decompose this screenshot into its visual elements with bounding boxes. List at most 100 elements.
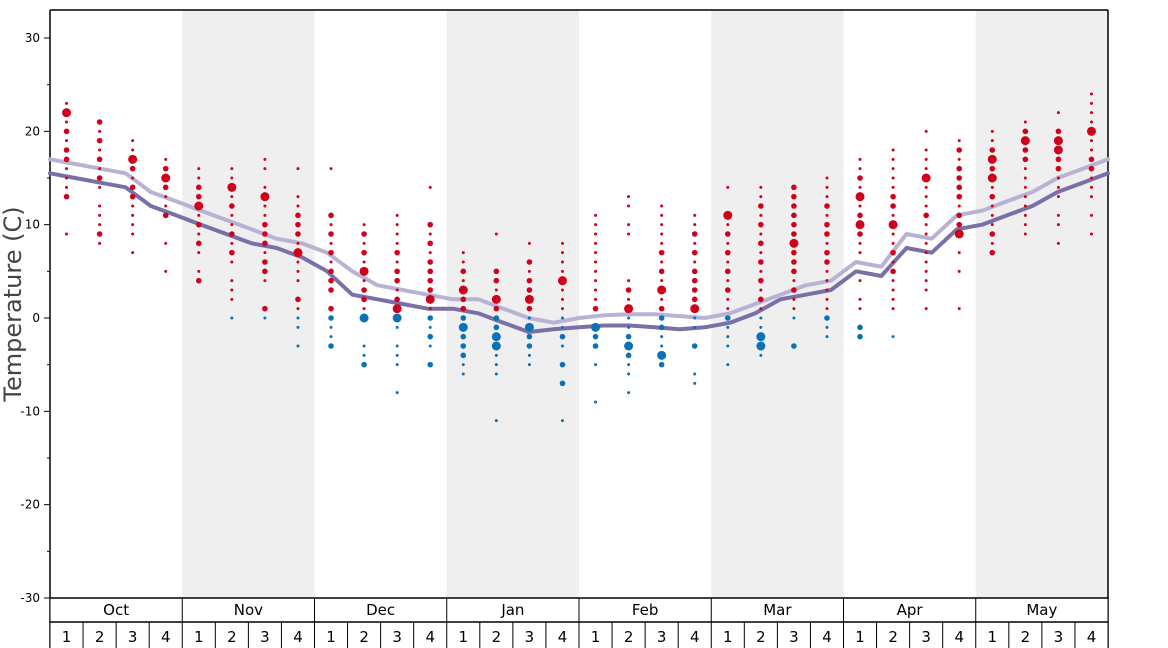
cold-temperature-dot (328, 343, 334, 349)
week-label: 2 (227, 628, 237, 646)
cold-temperature-dot (230, 316, 234, 320)
warm-temperature-dot (791, 231, 797, 237)
warm-temperature-dot (791, 287, 797, 293)
warm-temperature-dot (891, 232, 895, 236)
cold-temperature-dot (494, 372, 498, 376)
warm-temperature-dot (594, 279, 598, 283)
month-band-shaded (446, 10, 579, 598)
y-tick-label: 30 (25, 31, 40, 45)
month-label: Mar (763, 601, 792, 619)
warm-temperature-dot (557, 276, 567, 286)
warm-temperature-dot (229, 203, 235, 209)
warm-temperature-dot (362, 241, 366, 245)
warm-temperature-dot (1089, 195, 1093, 199)
warm-temperature-dot (427, 221, 434, 228)
cold-temperature-dot (560, 344, 564, 348)
month-label: Jan (500, 601, 524, 619)
warm-temperature-dot (461, 251, 465, 255)
warm-temperature-dot (890, 249, 896, 256)
week-label: 1 (988, 628, 998, 646)
cold-temperature-dot (460, 343, 467, 349)
warm-temperature-dot (494, 232, 498, 236)
warm-temperature-dot (229, 231, 235, 237)
warm-temperature-dot (427, 240, 434, 247)
warm-temperature-dot (293, 248, 303, 258)
warm-temperature-dot (627, 204, 631, 208)
warm-temperature-dot (891, 213, 895, 217)
warm-temperature-dot (858, 307, 862, 311)
warm-temperature-dot (394, 249, 400, 256)
warm-temperature-dot (1089, 213, 1093, 217)
warm-temperature-dot (758, 240, 764, 247)
warm-temperature-dot (527, 269, 531, 273)
y-tick-label: -10 (20, 404, 40, 418)
warm-temperature-dot (891, 297, 895, 301)
upper-temperature-line (48, 157, 1110, 325)
warm-temperature-dot (1023, 223, 1027, 227)
warm-temperature-dot (329, 241, 333, 245)
cold-temperature-dot (726, 363, 730, 367)
warm-temperature-dot (230, 288, 234, 292)
warm-temperature-dot (164, 157, 168, 161)
cold-temperature-dot (594, 400, 598, 404)
week-label: 2 (1021, 628, 1031, 646)
warm-temperature-dot (921, 173, 931, 183)
week-label: 2 (624, 628, 634, 646)
warm-temperature-dot (726, 260, 730, 264)
warm-temperature-dot (560, 307, 564, 311)
warm-temperature-dot (759, 232, 763, 236)
warm-temperature-dot (262, 221, 268, 228)
warm-temperature-dot (263, 204, 267, 208)
warm-temperature-dot (825, 195, 829, 199)
cold-temperature-dot (658, 324, 665, 331)
warm-temperature-dot (792, 307, 796, 311)
week-label: 1 (459, 628, 469, 646)
warm-temperature-dot (1023, 176, 1027, 180)
warm-temperature-dot (1023, 195, 1027, 199)
warm-temperature-dot (427, 277, 434, 284)
week-label: 2 (756, 628, 766, 646)
cold-temperature-dot (625, 333, 632, 340)
warm-temperature-dot (888, 220, 898, 230)
warm-temperature-dot (329, 260, 333, 264)
warm-temperature-dot (162, 212, 169, 219)
warm-temperature-dot (791, 212, 797, 219)
cold-temperature-dot (624, 341, 634, 351)
warm-temperature-dot (758, 296, 764, 303)
warm-temperature-dot (195, 221, 202, 228)
warm-temperature-dot (96, 231, 103, 237)
warm-temperature-dot (1023, 120, 1027, 124)
cold-temperature-dot (559, 380, 566, 387)
warm-temperature-dot (825, 241, 829, 245)
week-label: 4 (1087, 628, 1097, 646)
warm-temperature-dot (195, 240, 202, 247)
cold-temperature-dot (825, 335, 829, 339)
warm-temperature-dot (361, 249, 367, 256)
warm-temperature-dot (660, 204, 664, 208)
warm-temperature-dot (924, 269, 928, 273)
warm-temperature-dot (394, 277, 400, 284)
cold-temperature-dot (559, 361, 566, 368)
warm-temperature-dot (627, 279, 631, 283)
warm-temperature-dot (989, 231, 996, 237)
cold-temperature-dot (458, 322, 468, 332)
warm-temperature-dot (560, 269, 564, 273)
warm-temperature-dot (427, 268, 434, 275)
warm-temperature-dot (329, 167, 333, 171)
warm-temperature-dot (791, 193, 797, 200)
warm-temperature-dot (295, 296, 301, 303)
warm-temperature-dot (758, 203, 764, 209)
warm-temperature-dot (129, 184, 136, 191)
warm-temperature-dot (957, 269, 961, 273)
warm-temperature-dot (956, 175, 963, 181)
cold-temperature-dot (361, 361, 367, 368)
y-tick-label: 10 (25, 218, 40, 232)
warm-temperature-dot (295, 212, 301, 219)
week-label: 4 (161, 628, 171, 646)
warm-temperature-dot (65, 101, 69, 105)
warm-temperature-dot (63, 193, 70, 200)
warm-temperature-dot (660, 223, 664, 227)
warm-temperature-dot (560, 241, 564, 245)
warm-temperature-dot (857, 212, 863, 219)
warm-temperature-dot (395, 213, 399, 217)
